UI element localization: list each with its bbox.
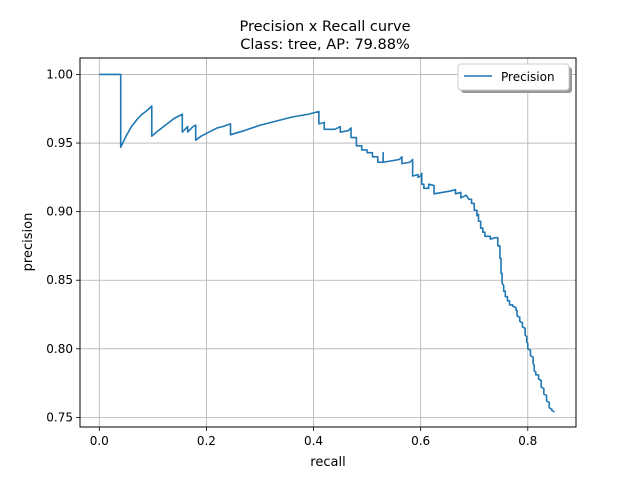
y-tick-label: 0.75: [46, 410, 73, 424]
legend: Precision: [457, 63, 572, 93]
series-line-precision: [99, 73, 555, 413]
y-tick-label: 0.95: [46, 136, 73, 150]
y-tick-label: 0.85: [46, 273, 73, 287]
chart-title: Precision x Recall curve: [240, 19, 411, 35]
axes-frame: [79, 57, 577, 428]
x-tick-label: 0.6: [411, 434, 430, 448]
x-tick-label: 0.8: [518, 434, 537, 448]
x-tick-label: 0.2: [197, 434, 216, 448]
legend-label: Precision: [501, 70, 555, 84]
chart-subtitle: Class: tree, AP: 79.88%: [240, 37, 409, 53]
x-axis-label: recall: [310, 455, 345, 470]
y-tick-label: 0.90: [46, 205, 73, 219]
y-tick-label: 0.80: [46, 342, 73, 356]
legend-box: [457, 63, 570, 91]
y-axis-label: precision: [21, 213, 36, 272]
plot-area: [99, 73, 555, 413]
x-tick-label: 0.4: [304, 434, 323, 448]
x-tick-label: 0.0: [90, 434, 109, 448]
x-axis: 0.0 0.2 0.4 0.6 0.8: [90, 427, 537, 448]
y-axis: 0.75 0.80 0.85 0.90 0.95 1.00: [46, 67, 80, 424]
y-tick-label: 1.00: [46, 67, 73, 81]
